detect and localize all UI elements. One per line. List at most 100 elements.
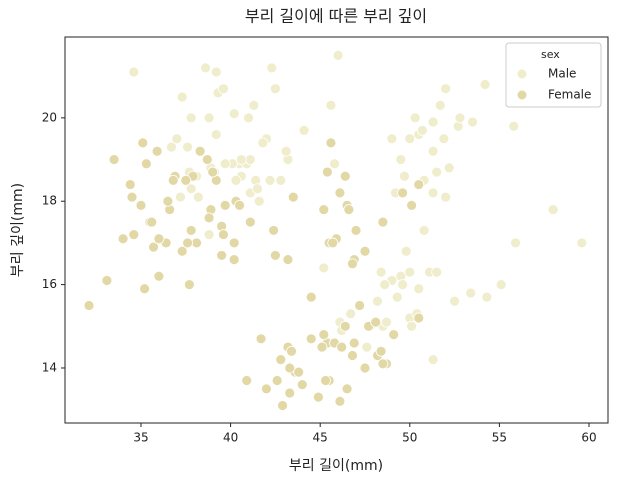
scatter-point [266, 62, 278, 74]
scatter-point [397, 187, 409, 199]
scatter-point [219, 158, 231, 170]
scatter-point [228, 254, 240, 265]
scatter-point [440, 191, 452, 203]
scatter-point [348, 337, 360, 349]
scatter-point [391, 291, 403, 303]
scatter-point [318, 329, 330, 341]
scatter-point [347, 350, 358, 361]
scatter-point [185, 225, 197, 236]
scatter-point [372, 295, 383, 307]
scatter-point [207, 166, 219, 178]
legend-title: sex [541, 48, 560, 61]
scatter-point [375, 345, 387, 357]
scatter-point [336, 341, 348, 353]
scatter-point [151, 145, 163, 157]
scatter-point [201, 154, 213, 165]
scatter-point [248, 99, 260, 111]
scatter-point [252, 183, 263, 195]
legend-label: Female [548, 88, 591, 102]
scatter-point [280, 145, 292, 157]
y-tick-label: 14 [42, 360, 57, 374]
legend-marker [516, 89, 528, 101]
plot-frame [64, 36, 609, 424]
scatter-point [137, 137, 149, 149]
scatter-point [510, 237, 521, 249]
scatter-point [234, 200, 245, 211]
scatter-point [434, 99, 446, 111]
scatter-point [140, 158, 152, 170]
scatter-point [343, 204, 355, 215]
scatter-point [305, 333, 317, 345]
scatter-point [406, 320, 417, 332]
scatter-point [261, 383, 272, 395]
scatter-point [370, 316, 382, 328]
scatter-point [413, 312, 425, 324]
scatter-point [194, 145, 206, 157]
scatter-point [495, 279, 507, 291]
scatter-point [175, 191, 186, 203]
scatter-point [345, 308, 357, 320]
scatter-point [347, 258, 358, 270]
scatter-point [318, 262, 330, 274]
scatter-point [325, 99, 337, 111]
x-tick-label: 35 [133, 431, 148, 445]
scatter-point [321, 166, 333, 178]
scatter-point [124, 179, 136, 190]
scatter-point [341, 383, 353, 395]
scatter-point [269, 250, 281, 261]
scatter-point [465, 287, 477, 299]
scatter-point [298, 124, 310, 136]
scatter-point [241, 375, 253, 386]
scatter-point [167, 174, 179, 186]
y-tick-label: 20 [42, 110, 57, 124]
scatter-point [200, 62, 211, 74]
legend: sex Male Female [505, 42, 602, 108]
scatter-point [185, 112, 197, 124]
scatter-point [320, 375, 331, 386]
scatter-point [427, 116, 439, 128]
scatter-point [409, 112, 421, 124]
scatter-point [350, 225, 362, 236]
scatter-point [176, 245, 188, 257]
scatter-point [443, 162, 455, 174]
scatter-point [228, 237, 240, 249]
scatter-point [404, 266, 416, 278]
scatter-point [381, 316, 392, 328]
scatter-point [359, 245, 371, 257]
scatter-point [162, 195, 174, 207]
scatter-point [334, 395, 346, 407]
scatter-point [327, 237, 339, 249]
scatter-point [397, 279, 409, 291]
scatter-point [282, 254, 294, 265]
scatter-point [176, 91, 188, 103]
scatter-point [312, 391, 324, 403]
scatter-point [454, 112, 466, 124]
scatter-point [216, 250, 228, 261]
scatter-point [286, 345, 297, 357]
scatter-point [449, 295, 460, 307]
scatter-point [404, 133, 416, 145]
scatter-point [153, 233, 165, 245]
scatter-point [271, 375, 283, 386]
scatter-point [210, 66, 222, 78]
scatter-point [269, 83, 281, 95]
scatter-point [128, 229, 140, 240]
y-tick-label: 16 [42, 277, 57, 291]
chart-title: 부리 길이에 따른 부리 깊이 [245, 7, 427, 26]
x-tick-label: 50 [402, 431, 417, 445]
scatter-point [191, 237, 202, 249]
scatter-point [386, 133, 398, 145]
scatter-point [230, 174, 242, 186]
scatter-point [210, 129, 222, 140]
scatter-point [399, 170, 410, 182]
scatter-point [218, 83, 229, 95]
scatter-point [182, 141, 193, 153]
legend-box [505, 42, 602, 108]
scatter-point [284, 387, 296, 399]
scatter-point [257, 137, 269, 149]
scatter-point [318, 204, 330, 215]
y-tick-label: 18 [42, 194, 57, 208]
scatter-point [192, 191, 204, 203]
scatter-point [180, 174, 192, 186]
